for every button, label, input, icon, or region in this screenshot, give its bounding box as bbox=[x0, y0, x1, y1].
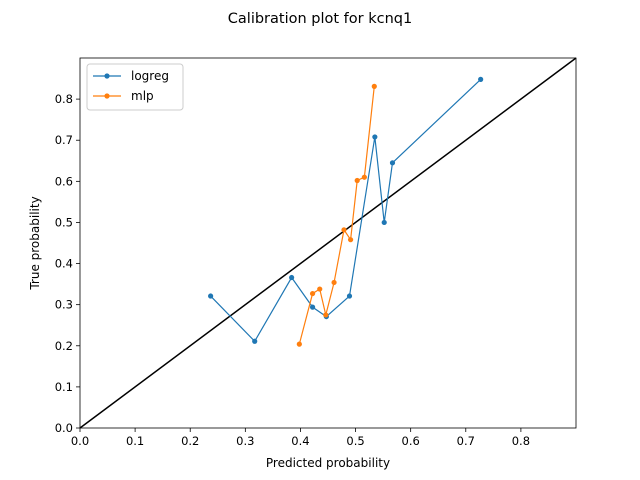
data-point-mlp bbox=[355, 178, 360, 183]
y-tick-label: 0.2 bbox=[55, 339, 73, 353]
data-point-mlp bbox=[331, 280, 336, 285]
data-point-mlp bbox=[297, 342, 302, 347]
x-tick-label: 0.6 bbox=[402, 434, 420, 448]
data-point-logreg bbox=[208, 293, 213, 298]
data-point-mlp bbox=[372, 84, 377, 89]
x-tick-label: 0.4 bbox=[291, 434, 309, 448]
y-axis-label: True probability bbox=[28, 196, 42, 290]
y-tick-label: 0.3 bbox=[55, 298, 73, 312]
data-point-logreg bbox=[252, 339, 257, 344]
x-tick-label: 0.5 bbox=[346, 434, 364, 448]
data-point-logreg bbox=[289, 275, 294, 280]
y-tick-label: 0.6 bbox=[55, 174, 73, 188]
data-point-logreg bbox=[372, 134, 377, 139]
y-tick-label: 0.8 bbox=[55, 92, 73, 106]
y-tick-label: 0.7 bbox=[55, 133, 73, 147]
data-point-logreg bbox=[347, 293, 352, 298]
data-point-mlp bbox=[341, 227, 346, 232]
y-tick-label: 0.5 bbox=[55, 215, 73, 229]
data-point-mlp bbox=[310, 291, 315, 296]
x-tick-label: 0.3 bbox=[236, 434, 254, 448]
legend-marker-mlp bbox=[104, 93, 109, 98]
x-tick-label: 0.7 bbox=[457, 434, 475, 448]
x-tick-label: 0.2 bbox=[181, 434, 199, 448]
data-point-mlp bbox=[348, 237, 353, 242]
legend: logreg mlp bbox=[87, 64, 183, 110]
data-point-logreg bbox=[382, 220, 387, 225]
legend-label-mlp: mlp bbox=[131, 89, 154, 103]
x-tick-label: 0.1 bbox=[126, 434, 144, 448]
data-point-logreg bbox=[478, 77, 483, 82]
data-point-mlp bbox=[317, 286, 322, 291]
y-tick-label: 0.0 bbox=[55, 421, 73, 435]
data-point-mlp bbox=[323, 312, 328, 317]
data-point-logreg bbox=[310, 305, 315, 310]
x-tick-label: 0.0 bbox=[71, 434, 89, 448]
y-tick-label: 0.4 bbox=[55, 257, 73, 271]
x-axis-label: Predicted probability bbox=[266, 456, 390, 470]
x-tick-label: 0.8 bbox=[512, 434, 530, 448]
legend-label-logreg: logreg bbox=[131, 69, 169, 83]
y-tick-label: 0.1 bbox=[55, 380, 73, 394]
legend-marker-logreg bbox=[104, 73, 109, 78]
plot-area: 0.0 0.1 0.2 0.3 0.4 0.5 0.6 0.7 0.8 0.0 0.1 0.2 0.3… bbox=[55, 58, 576, 448]
data-point-logreg bbox=[390, 160, 395, 165]
chart-title: Calibration plot for kcnq1 bbox=[228, 11, 412, 27]
data-point-mlp bbox=[362, 175, 367, 180]
